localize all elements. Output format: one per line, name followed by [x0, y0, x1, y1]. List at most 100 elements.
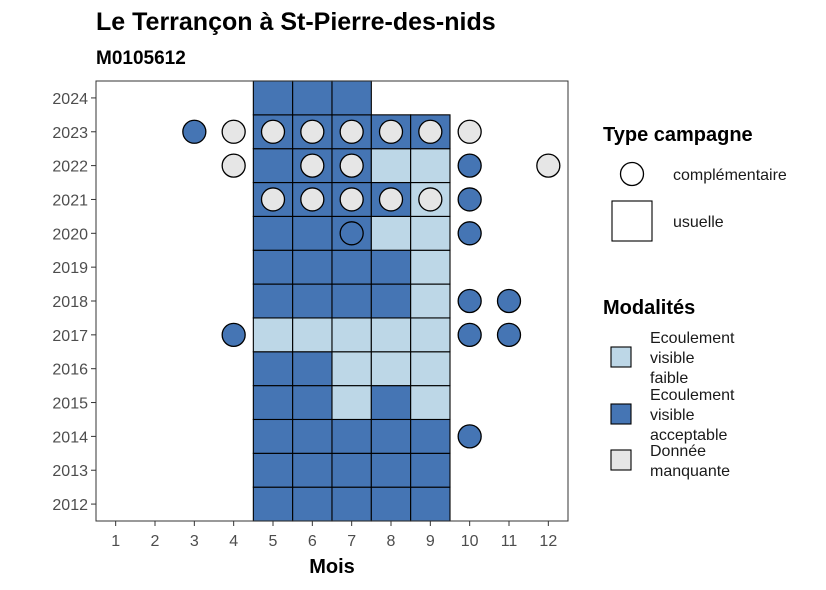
point-2017-10: [457, 322, 482, 347]
point-2023-6: [300, 119, 325, 144]
legend-label-manquante: Donnée manquante: [650, 443, 730, 480]
legend-key-complementaire: [619, 161, 645, 187]
legend-title-type-campagne: Type campagne: [603, 124, 753, 146]
legend-label-faible: Ecoulement visible faible: [650, 330, 735, 387]
point-2018-10: [457, 288, 482, 314]
legend-label-usuelle: usuelle: [673, 214, 724, 231]
x-tick-label-12: 12: [539, 533, 557, 550]
tile-2014-7: [331, 418, 372, 454]
y-tick-label-2024: 2024: [52, 91, 88, 108]
point-2022-6: [300, 153, 325, 178]
x-axis-title: Mois: [309, 556, 355, 578]
tile-2015-7: [331, 385, 372, 421]
tile-2013-8: [370, 452, 412, 488]
point-2022-7: [339, 153, 364, 178]
tile-2017-6: [292, 317, 333, 353]
point-2022-10: [457, 153, 482, 178]
tile-2016-6: [292, 351, 333, 387]
y-tick-label-2023: 2023: [52, 125, 88, 142]
legend-key-faible: [610, 346, 632, 368]
tile-2017-5: [252, 317, 294, 353]
y-tick-label-2021: 2021: [52, 192, 88, 209]
y-tick-label-2016: 2016: [52, 362, 88, 379]
chart-subtitle: M0105612: [96, 48, 186, 69]
legend-label-acceptable: Ecoulement visible acceptable: [650, 387, 735, 444]
tile-2017-8: [370, 317, 412, 353]
tile-2014-9: [410, 418, 451, 454]
y-tick-label-2013: 2013: [52, 463, 88, 480]
point-2023-7: [339, 119, 364, 144]
legend-key-manquante: [610, 449, 632, 471]
y-tick-label-2015: 2015: [52, 396, 88, 413]
point-2017-4: [221, 322, 246, 347]
tile-2013-6: [292, 452, 333, 488]
point-2021-8: [378, 187, 404, 212]
tile-2018-5: [252, 283, 294, 319]
y-axis: 2012 2013 2014 2015 2016 2017 2018 2019 2020 2021…: [52, 91, 96, 514]
tile-2013-5: [252, 452, 294, 488]
tile-2015-6: [292, 385, 333, 421]
tile-2018-9: [410, 283, 451, 319]
tile-2015-5: [252, 385, 294, 421]
tile-2013-7: [331, 452, 372, 488]
tile-2013-9: [410, 452, 451, 488]
chart-title: Le Terrançon à St-Pierre-des-nids: [96, 8, 496, 36]
tile-2016-9: [410, 351, 451, 387]
x-tick-label-6: 6: [308, 533, 317, 550]
x-tick-label-5: 5: [269, 533, 278, 550]
point-2023-9: [418, 119, 443, 144]
x-tick-label-7: 7: [347, 533, 356, 550]
tile-2016-8: [370, 351, 412, 387]
tile-2022-5: [252, 148, 294, 184]
tile-2015-9: [410, 385, 451, 421]
point-2023-10: [457, 119, 482, 144]
point-2021-7: [339, 187, 364, 212]
point-2020-7: [339, 221, 364, 246]
tile-2014-8: [370, 418, 412, 454]
y-tick-label-2014: 2014: [52, 429, 88, 446]
x-tick-label-9: 9: [426, 533, 435, 550]
point-2022-4: [221, 153, 246, 178]
tile-2020-6: [292, 215, 333, 251]
tile-2022-8: [370, 148, 412, 184]
y-tick-label-2017: 2017: [52, 328, 88, 345]
point-2023-3: [182, 119, 207, 144]
x-tick-label-8: 8: [387, 533, 396, 550]
tile-2017-7: [331, 317, 372, 353]
tile-2016-7: [331, 351, 372, 387]
complementaire-points: [182, 119, 561, 449]
legend-key-acceptable: [610, 403, 632, 425]
tile-2014-5: [252, 418, 294, 454]
tile-2019-9: [410, 249, 451, 285]
point-2021-9: [418, 187, 443, 212]
tile-2019-6: [292, 249, 333, 285]
tile-2019-8: [370, 249, 412, 285]
point-2020-10: [457, 221, 482, 246]
y-tick-label-2012: 2012: [52, 497, 88, 514]
tile-2018-7: [331, 283, 372, 319]
tile-2020-5: [252, 215, 294, 251]
tile-2017-9: [410, 317, 451, 353]
tile-2018-8: [370, 283, 412, 319]
x-tick-label-4: 4: [229, 533, 238, 550]
tile-2020-8: [370, 215, 412, 251]
y-tick-label-2018: 2018: [52, 294, 88, 311]
x-tick-label-2: 2: [151, 533, 160, 550]
plot-area: [95, 80, 569, 522]
x-axis: 1 2 3 4 5 6 7 8 9 10 11 12: [111, 521, 557, 550]
tile-2022-9: [410, 148, 451, 184]
legend-label-complementaire: complémentaire: [673, 167, 787, 184]
point-2023-5: [260, 119, 286, 144]
tile-2020-9: [410, 215, 451, 251]
legend-key-usuelle: [611, 200, 653, 242]
x-tick-label-11: 11: [501, 533, 518, 550]
usuelle-tiles: [252, 80, 451, 522]
point-2018-11: [496, 288, 522, 314]
legend-title-modalites: Modalités: [603, 297, 695, 319]
tile-2012-5: [252, 486, 294, 522]
tile-2024-6: [292, 80, 333, 116]
x-tick-label-3: 3: [190, 533, 199, 550]
x-tick-label-10: 10: [461, 533, 479, 550]
point-2017-11: [496, 322, 522, 347]
